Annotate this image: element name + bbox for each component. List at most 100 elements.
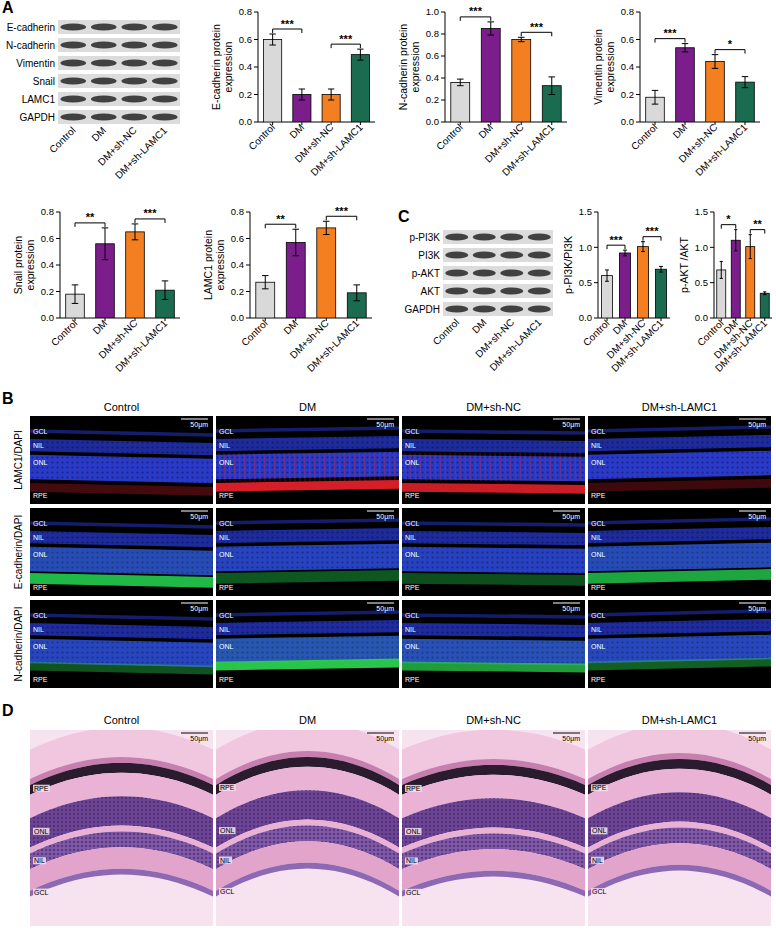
blot-band — [121, 95, 147, 102]
blot-band — [445, 251, 468, 258]
blot-band — [121, 59, 147, 66]
layer-label: GCL — [406, 889, 421, 896]
scale-bar-label: 50μm — [376, 513, 394, 521]
layer-label: ONL — [406, 828, 421, 835]
blot-strip — [58, 56, 180, 70]
scale-bar-label: 50μm — [562, 735, 580, 743]
y-tick — [441, 122, 445, 123]
stain-streak — [178, 453, 179, 481]
stain-streak — [259, 453, 260, 481]
significance-bracket — [715, 50, 745, 54]
fluorescence-image — [588, 416, 771, 504]
x-tick-label: Control — [434, 122, 465, 153]
significance-label: ** — [86, 211, 95, 223]
label-patch — [405, 889, 422, 896]
significance-label: *** — [664, 27, 678, 39]
tissue-layer — [30, 613, 213, 621]
stain-streak — [244, 453, 245, 481]
stain-streak — [103, 453, 104, 481]
label-patch — [219, 857, 232, 864]
x-tick — [735, 318, 736, 321]
blot-band — [91, 95, 117, 102]
scale-bar-label: 50μm — [376, 421, 394, 429]
scale-bar-label: 50μm — [190, 513, 208, 521]
blot-band — [445, 269, 468, 276]
y-tick-label: 0.8 — [621, 6, 634, 17]
tissue-layer — [216, 452, 399, 480]
x-tick — [721, 318, 722, 321]
scale-bar-label: 50μm — [748, 735, 766, 743]
stain-streak — [731, 453, 732, 481]
stain-streak — [113, 453, 114, 481]
x-tick — [625, 318, 626, 321]
bar — [481, 29, 500, 123]
x-tick — [715, 122, 716, 125]
stain-streak — [138, 453, 139, 481]
tissue-layer — [588, 479, 771, 492]
significance-bracket — [607, 245, 625, 249]
x-tick — [460, 122, 461, 125]
stain-streak — [510, 453, 511, 481]
layer-label: ONL — [220, 827, 235, 834]
y-tick-label: 0.6 — [231, 233, 244, 244]
stain-streak — [148, 453, 149, 481]
y-tick-label: 0.6 — [621, 34, 634, 45]
blot-band — [91, 77, 117, 84]
stain-streak — [163, 453, 164, 481]
fluorescence-image — [30, 508, 213, 596]
stain-streak — [294, 453, 295, 481]
y-tick — [594, 318, 598, 319]
tissue-layer — [402, 639, 585, 666]
x-tick-label: DM — [288, 122, 307, 141]
stain-streak — [188, 453, 189, 481]
x-tick-label: DM — [671, 122, 690, 141]
y-tick — [246, 291, 250, 292]
bar — [351, 55, 369, 122]
layer-label: RPE — [219, 492, 234, 499]
y-tick — [246, 265, 250, 266]
scale-bar — [367, 419, 394, 420]
y-tick-label: 0.0 — [239, 116, 252, 127]
layer-label: GCL — [219, 428, 234, 435]
tissue-layer — [402, 531, 585, 545]
layer-label: ONL — [33, 459, 48, 466]
stain-streak — [706, 453, 707, 481]
y-tick-label: 0.8 — [426, 28, 439, 39]
stain-streak — [435, 453, 436, 481]
stain-streak — [394, 453, 395, 481]
stain-streak — [570, 453, 571, 481]
y-tick-label: 0.5 — [695, 277, 708, 288]
tissue-layer — [402, 639, 585, 664]
blot-strip — [443, 284, 553, 298]
x-tick-label: Control — [239, 318, 270, 349]
y-tick-label: 0.0 — [621, 116, 634, 127]
stain-streak — [68, 453, 69, 481]
stain-streak — [721, 453, 722, 481]
blot-strip — [443, 302, 553, 316]
tissue-layer — [216, 570, 399, 584]
x-tick-label: Control — [629, 122, 660, 153]
y-tick — [254, 94, 258, 95]
stain-streak — [646, 453, 647, 481]
y-axis-title: p-AKT /AKT — [678, 237, 690, 293]
plot-area — [646, 44, 755, 122]
stain-streak — [565, 453, 566, 481]
tissue-layer — [402, 871, 585, 897]
plot-area — [256, 221, 366, 318]
stain-streak — [500, 453, 501, 481]
tissue-layer — [30, 531, 213, 547]
blot-band — [91, 59, 117, 66]
stain-streak — [78, 453, 79, 481]
significance-label: *** — [646, 225, 660, 237]
fluorescence-image — [588, 508, 771, 596]
significance-label: *** — [335, 205, 349, 217]
stain-streak — [369, 453, 370, 481]
blot-band — [445, 305, 468, 312]
stain-streak — [208, 453, 209, 481]
error-bar — [720, 261, 723, 278]
stain-streak — [158, 453, 159, 481]
tissue-layer — [216, 426, 399, 433]
fluorescence-image — [402, 416, 585, 504]
blot-row-label: p-AKT — [412, 268, 440, 279]
y-tick — [710, 212, 714, 213]
